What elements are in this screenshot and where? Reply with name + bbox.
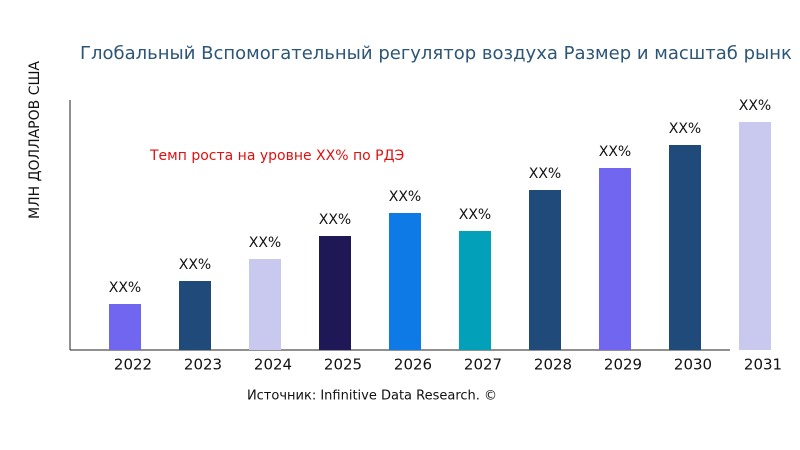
- bar: [669, 145, 701, 350]
- value-label: XX%: [739, 98, 771, 114]
- bar: [319, 236, 351, 350]
- x-tick-label: 2025: [324, 356, 362, 374]
- x-tick-label: 2029: [604, 356, 642, 374]
- bar: [739, 122, 771, 350]
- x-tick-label: 2027: [464, 356, 502, 374]
- value-label: XX%: [389, 189, 421, 205]
- value-label: XX%: [459, 207, 491, 223]
- bar: [249, 259, 281, 350]
- bar: [529, 190, 561, 350]
- y-axis-label: МЛН ДОЛЛАРОВ США: [27, 61, 43, 219]
- value-label: XX%: [529, 166, 561, 182]
- bar: [459, 231, 491, 350]
- annotation: Темп роста на уровне XX% по РДЭ: [149, 148, 404, 164]
- value-label: XX%: [319, 212, 351, 228]
- x-tick-label: 2028: [534, 356, 572, 374]
- bar: [109, 304, 141, 350]
- x-tick-label: 2022: [114, 356, 152, 374]
- value-label: XX%: [249, 235, 281, 251]
- bar: [599, 168, 631, 350]
- bar: [179, 281, 211, 350]
- value-label: XX%: [669, 121, 701, 137]
- x-tick-label: 2023: [184, 356, 222, 374]
- x-tick-label: 2026: [394, 356, 432, 374]
- value-label: XX%: [109, 280, 141, 296]
- value-label: XX%: [599, 144, 631, 160]
- source: Источник: Infinitive Data Research. ©: [247, 389, 497, 404]
- x-tick-label: 2031: [744, 356, 782, 374]
- value-label: XX%: [179, 257, 211, 273]
- bar: [389, 213, 421, 350]
- x-tick-label: 2024: [254, 356, 292, 374]
- chart-title: Глобальный Вспомогательный регулятор воз…: [80, 43, 792, 64]
- x-tick-label: 2030: [674, 356, 712, 374]
